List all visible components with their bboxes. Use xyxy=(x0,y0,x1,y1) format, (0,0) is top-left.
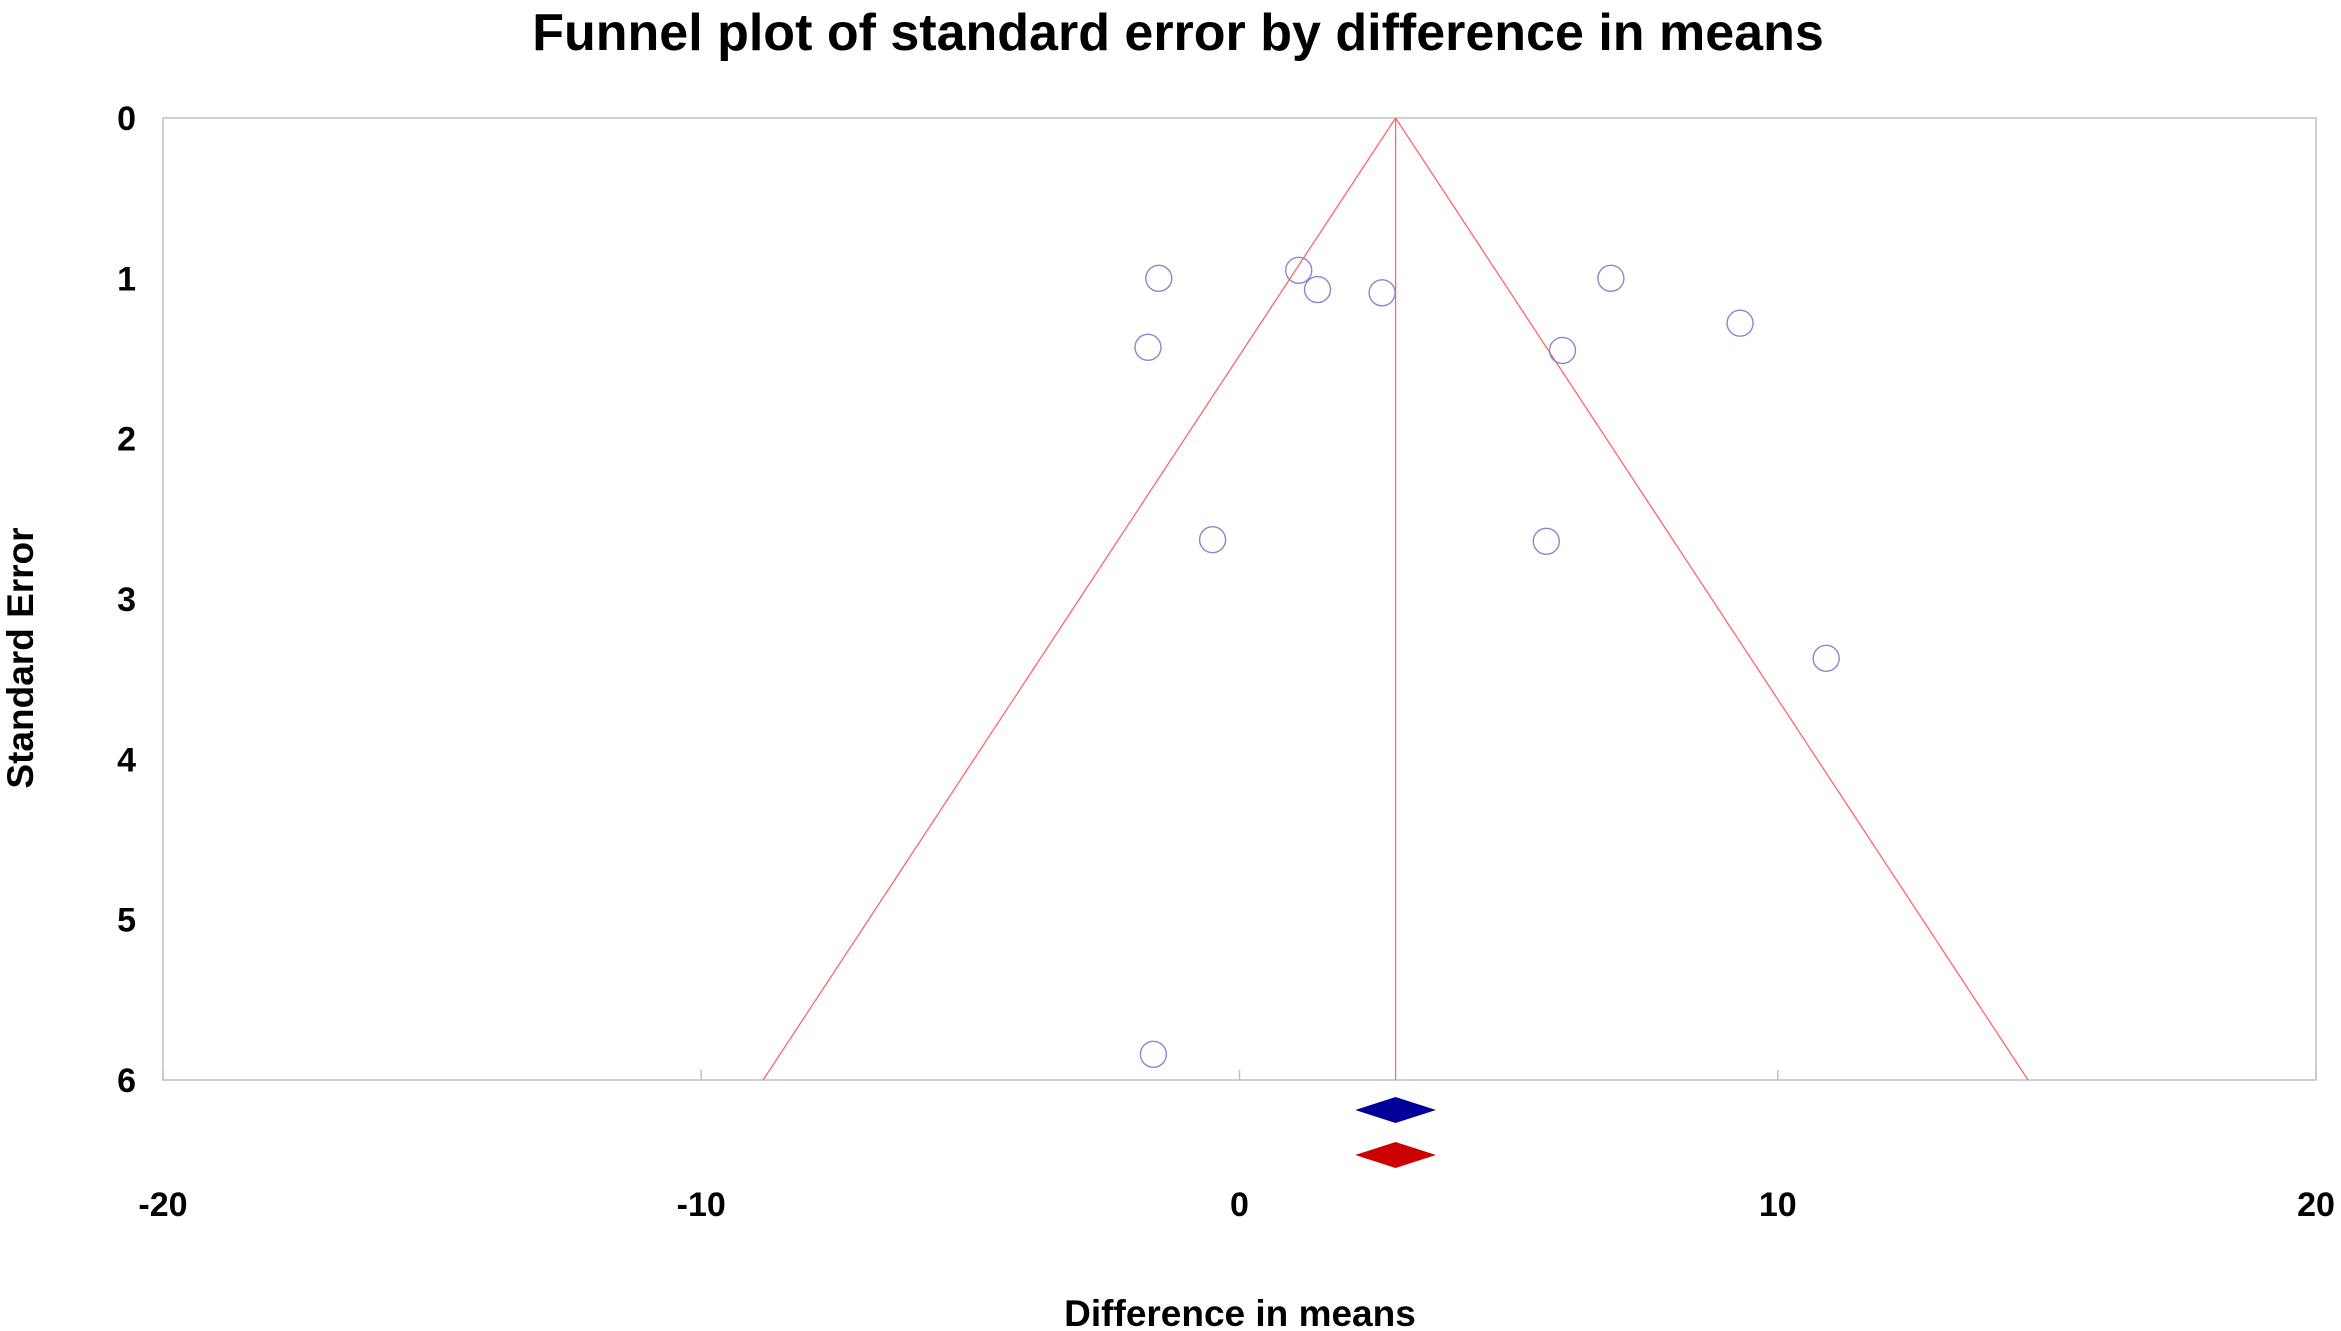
x-tick-labels: -20 -10 0 10 20 xyxy=(138,1186,2334,1224)
y-tick-label: 6 xyxy=(117,1062,136,1100)
study-point xyxy=(1285,256,1313,285)
study-point xyxy=(1303,275,1332,304)
y-tick-label: 1 xyxy=(117,260,136,298)
study-point xyxy=(1139,1040,1168,1069)
study-point xyxy=(1548,336,1577,365)
study-point xyxy=(1145,264,1173,293)
y-tick-label: 0 xyxy=(117,100,136,138)
y-tick-label: 2 xyxy=(117,421,136,459)
funnel-right-line xyxy=(1395,117,2029,1081)
funnel-lines xyxy=(762,117,2029,1081)
x-tick-label: -20 xyxy=(138,1186,187,1224)
x-tick-label: -10 xyxy=(677,1186,726,1224)
x-axis-label: Difference in means xyxy=(1064,1293,1416,1331)
study-point xyxy=(1726,309,1754,337)
observed-summary-diamond xyxy=(1355,1097,1436,1123)
funnel-left-line xyxy=(762,117,1397,1081)
study-point xyxy=(1597,264,1625,293)
y-tick-label: 3 xyxy=(117,581,136,619)
study-point xyxy=(1198,525,1227,554)
y-tick-label: 5 xyxy=(117,902,136,940)
plot-area xyxy=(162,117,2317,1081)
study-point xyxy=(1368,279,1396,307)
x-tick-label: 0 xyxy=(1230,1186,1249,1224)
summary-diamonds xyxy=(1355,1097,1436,1168)
data-points xyxy=(1134,256,1840,1069)
y-tick-label: 4 xyxy=(117,741,136,779)
x-tick-marks xyxy=(162,1070,2317,1080)
x-tick-label: 20 xyxy=(2297,1186,2335,1224)
chart-title: Funnel plot of standard error by differe… xyxy=(532,4,1824,62)
y-tick-labels: 0 1 2 3 4 5 6 xyxy=(117,100,136,1100)
y-axis-label: Standard Error xyxy=(0,527,41,788)
adjusted-summary-diamond xyxy=(1355,1142,1436,1168)
study-point xyxy=(1812,644,1840,673)
study-point xyxy=(1532,527,1561,555)
x-tick-label: 10 xyxy=(1759,1186,1797,1224)
study-point xyxy=(1134,333,1162,361)
